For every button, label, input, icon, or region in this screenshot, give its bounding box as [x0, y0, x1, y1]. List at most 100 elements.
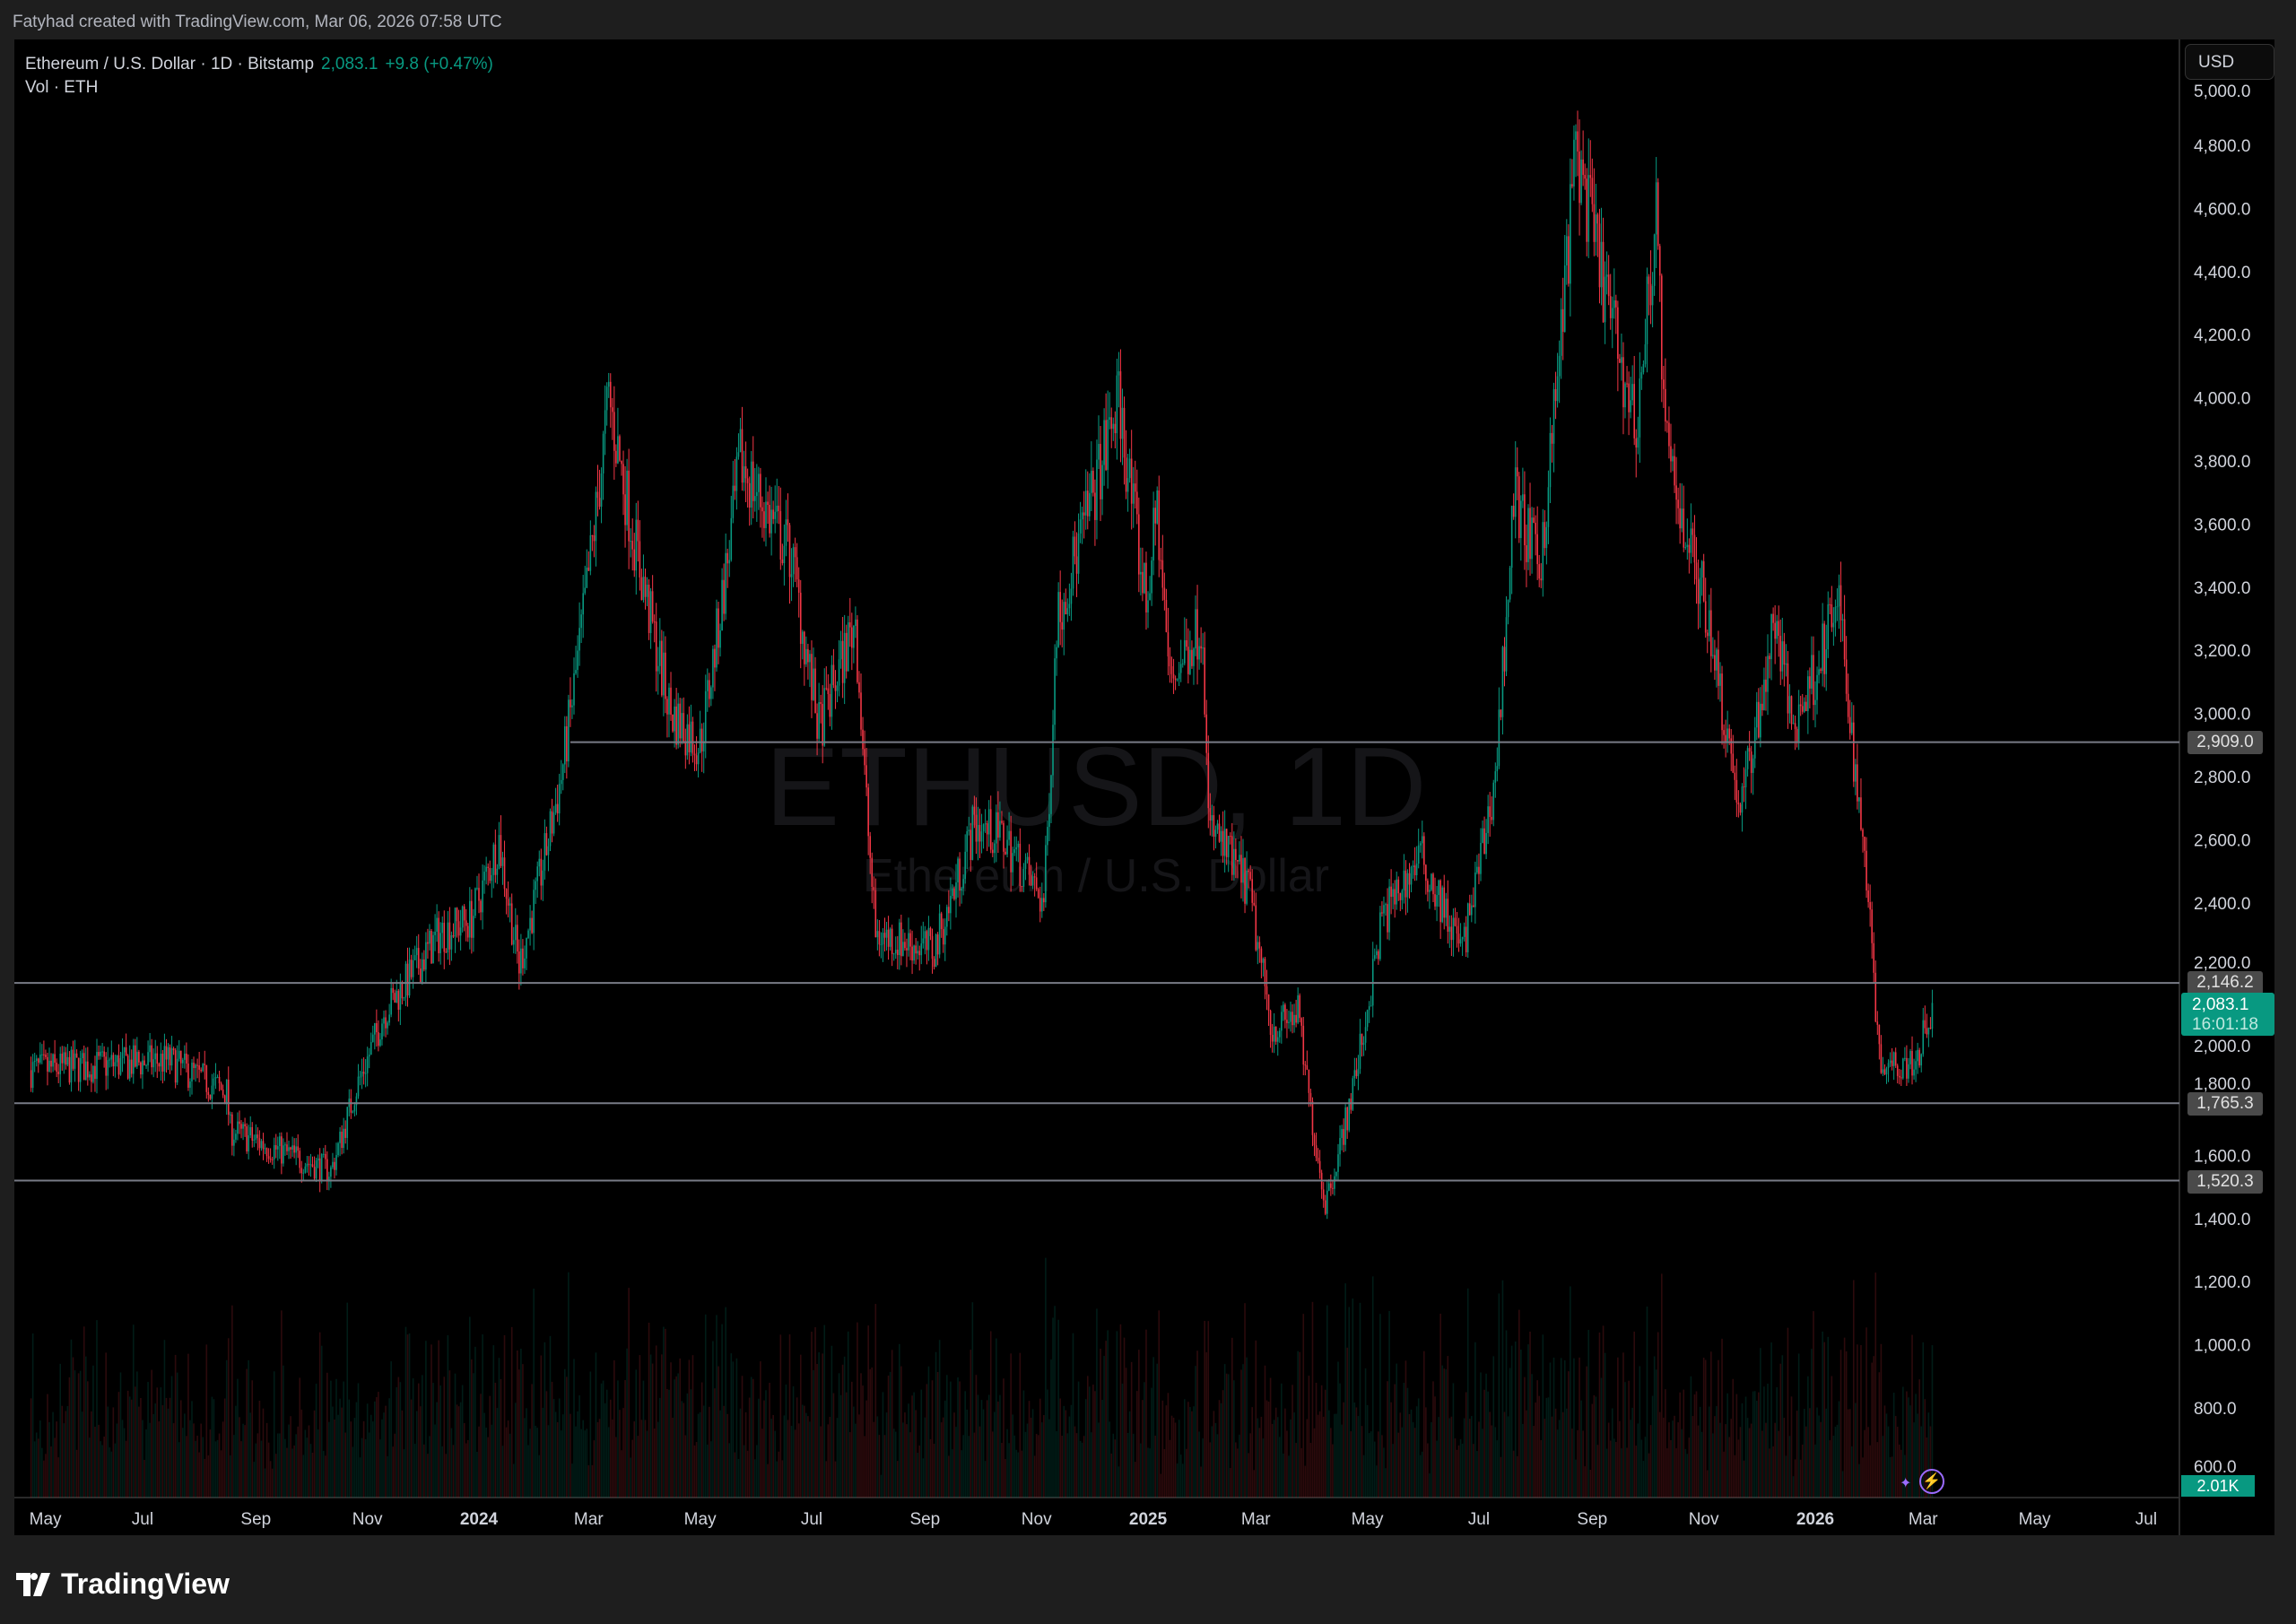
volume-bar [644, 1420, 647, 1498]
candle-body [1079, 519, 1082, 534]
volume-bar [57, 1457, 59, 1498]
candle-body [306, 1163, 309, 1167]
candle-body [396, 990, 398, 1003]
volume-bar [529, 1429, 531, 1498]
volume-bar [649, 1354, 652, 1498]
volume-bar [938, 1340, 941, 1498]
candle-body [1640, 372, 1643, 379]
candle-body [1436, 895, 1438, 907]
candle-body [600, 473, 603, 508]
volume-bar [335, 1378, 337, 1498]
candle-body [1408, 873, 1411, 885]
volume-bar [1708, 1406, 1710, 1498]
volume-bar [648, 1323, 650, 1498]
volume-bar [595, 1352, 597, 1498]
volume-bar [1403, 1383, 1405, 1498]
time-tick-label: Jul [2135, 1510, 2157, 1529]
volume-bar [227, 1338, 230, 1498]
candle-body [535, 881, 536, 890]
candle-body [1397, 879, 1400, 894]
candle-body [984, 823, 987, 825]
candle-body [1147, 600, 1149, 612]
volume-bar [862, 1385, 864, 1498]
volume-bar [554, 1411, 557, 1498]
candle-body [109, 1059, 111, 1061]
volume-bar [1811, 1349, 1813, 1498]
candle-body [1026, 856, 1029, 861]
candle-body [874, 890, 877, 938]
candle-body [1648, 276, 1650, 284]
candle-body [1174, 678, 1177, 681]
candle-body [240, 1124, 242, 1129]
candle-body [1752, 758, 1754, 773]
price-tick-label: 3,400.0 [2194, 579, 2250, 598]
symbol-title[interactable]: Ethereum / U.S. Dollar · 1D · Bitstamp [25, 55, 315, 74]
volume-bar [876, 1416, 879, 1498]
candle-body [1578, 151, 1580, 204]
volume-bar [788, 1334, 791, 1498]
candle-body [1522, 494, 1524, 501]
volume-bar [1098, 1422, 1100, 1498]
candle-body [70, 1049, 73, 1083]
volume-bar [1658, 1411, 1661, 1498]
candle-body [432, 934, 434, 964]
volume-bar [510, 1326, 513, 1498]
candle-body [726, 552, 729, 564]
tradingview-logo[interactable]: TradingView [16, 1568, 230, 1601]
candle-body [743, 465, 745, 483]
volume-legend[interactable]: Vol · ETH [25, 78, 99, 97]
volume-bar [911, 1395, 913, 1498]
volume-bar [902, 1422, 904, 1498]
candle-body [1359, 1033, 1361, 1069]
candle-body [602, 433, 604, 473]
candle-body [672, 714, 674, 732]
candle-body [1056, 647, 1057, 659]
volume-bar [1876, 1442, 1879, 1498]
volume-bar [1149, 1448, 1151, 1498]
volume-bar [1626, 1447, 1628, 1498]
volume-bar [370, 1414, 372, 1498]
volume-bar [653, 1428, 656, 1498]
volume-bar [1013, 1435, 1016, 1498]
candle-body [1668, 422, 1670, 447]
volume-bar [1924, 1399, 1926, 1498]
candle-body [1072, 536, 1074, 589]
candle-body [344, 1128, 347, 1138]
volume-bar [1864, 1429, 1866, 1498]
candle-body [57, 1072, 59, 1074]
time-tick-label: Jul [801, 1510, 822, 1529]
volume-bar [940, 1422, 943, 1498]
volume-bar [1264, 1365, 1266, 1498]
candle-body [823, 688, 826, 746]
candle-body [1790, 696, 1793, 725]
currency-button[interactable]: USD [2185, 44, 2274, 80]
chart-pane[interactable]: ETHUSD, 1D Ethereum / U.S. Dollar 600.0 800… [14, 39, 2274, 1535]
volume-bar [666, 1389, 668, 1498]
candle-body [404, 963, 407, 998]
candle-body [646, 584, 648, 597]
volume-bar [1787, 1327, 1789, 1498]
candle-body [443, 923, 446, 952]
candle-body [1869, 901, 1871, 910]
volume-bar [556, 1421, 559, 1498]
candle-body [286, 1144, 288, 1151]
volume-bar [1311, 1301, 1314, 1498]
candle-body [1565, 236, 1568, 266]
candle-body [258, 1138, 261, 1149]
volume-bar [1563, 1359, 1566, 1498]
volume-bar [1392, 1444, 1394, 1498]
candle-body [87, 1061, 89, 1078]
volume-bar [761, 1429, 763, 1498]
candle-body [1161, 560, 1164, 588]
volume-bar [1174, 1422, 1177, 1498]
volume-bar [573, 1359, 575, 1498]
candle-body [644, 577, 647, 597]
volume-bar [1474, 1342, 1476, 1498]
volume-bar [1739, 1427, 1742, 1498]
volume-bar [640, 1420, 643, 1498]
price-tick-label: 600.0 [2194, 1458, 2237, 1477]
volume-bar [697, 1413, 700, 1498]
lightning-icon[interactable]: ⚡ [1919, 1469, 1944, 1494]
volume-bar [1271, 1423, 1274, 1498]
